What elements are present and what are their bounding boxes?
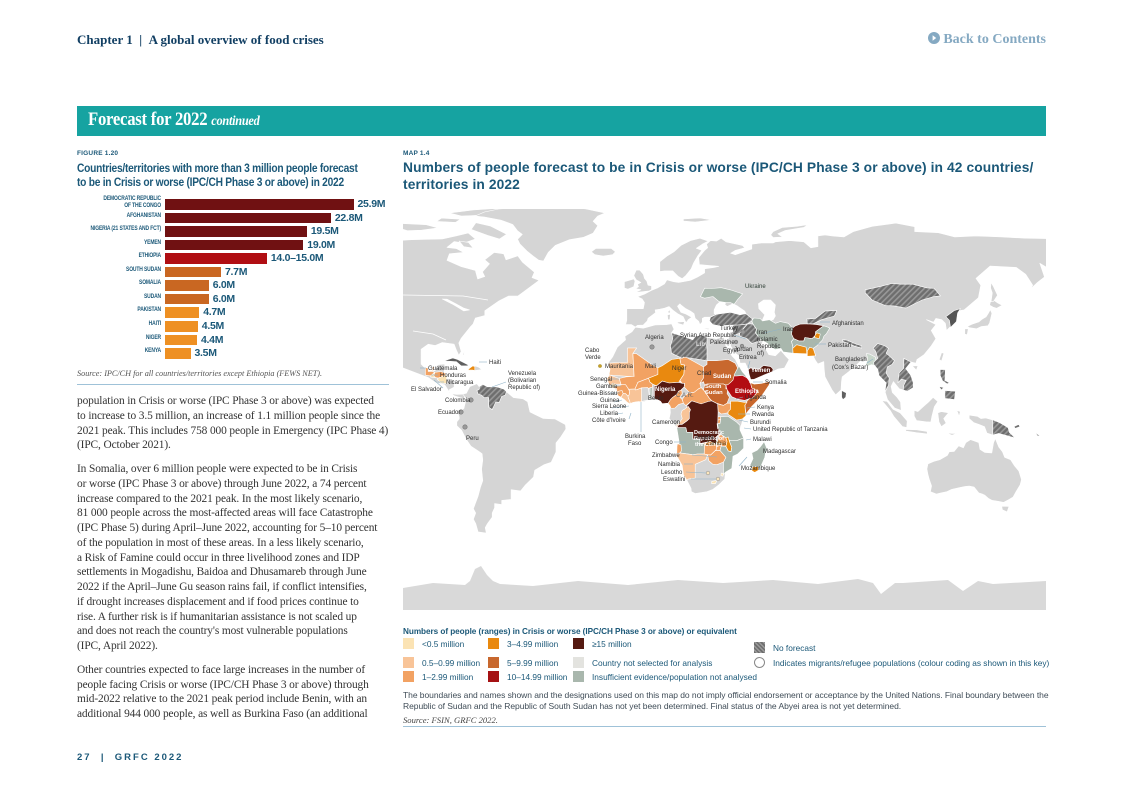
svg-text:Sierra Leone: Sierra Leone [592, 404, 627, 410]
svg-text:Benin: Benin [648, 396, 663, 402]
svg-text:Ecuador: Ecuador [438, 410, 460, 416]
svg-text:Senegal: Senegal [590, 377, 612, 383]
svg-text:El Salvador: El Salvador [411, 387, 442, 393]
svg-text:Republic: Republic [757, 344, 780, 350]
svg-text:Niger: Niger [672, 366, 686, 372]
svg-text:Haiti: Haiti [489, 360, 501, 366]
svg-text:Lesotho: Lesotho [661, 470, 683, 476]
svg-text:Liberia: Liberia [600, 411, 619, 417]
svg-text:Pakistan: Pakistan [828, 343, 851, 349]
svg-text:Kenya: Kenya [757, 405, 775, 411]
svg-text:Guatemala: Guatemala [428, 366, 458, 372]
svg-text:Verde: Verde [585, 355, 601, 361]
svg-text:South: South [705, 384, 722, 390]
svg-text:Republic of: Republic of [694, 436, 724, 442]
svg-text:Mozambique: Mozambique [741, 466, 776, 472]
svg-text:Eritrea: Eritrea [739, 355, 757, 361]
svg-text:Iraq: Iraq [783, 327, 793, 333]
svg-text:Zimbabwe: Zimbabwe [652, 453, 680, 459]
svg-text:Namibia: Namibia [658, 462, 681, 468]
svg-text:(Bolivarian: (Bolivarian [508, 378, 536, 384]
svg-text:Libya: Libya [696, 342, 712, 348]
svg-text:(Cox’s Bazar): (Cox’s Bazar) [832, 365, 868, 371]
svg-text:Uganda: Uganda [745, 395, 767, 401]
svg-text:Burkina: Burkina [625, 434, 646, 440]
svg-text:(Islamic: (Islamic [757, 337, 778, 343]
svg-text:Turkey: Turkey [720, 326, 738, 332]
svg-text:Congo: Congo [655, 440, 673, 446]
svg-text:Algeria: Algeria [645, 335, 664, 341]
svg-text:Cameroon: Cameroon [652, 420, 680, 426]
svg-text:Sudan: Sudan [705, 390, 723, 396]
svg-text:Somalia: Somalia [765, 380, 787, 386]
svg-text:Mali: Mali [645, 364, 656, 370]
svg-text:Rwanda: Rwanda [752, 412, 775, 418]
svg-text:Burundi: Burundi [750, 420, 771, 426]
svg-text:C.A.R.: C.A.R. [676, 393, 694, 399]
svg-text:Angola: Angola [695, 435, 714, 441]
svg-text:the Congo: the Congo [695, 442, 723, 448]
svg-text:Guinea-Bissau: Guinea-Bissau [578, 391, 617, 397]
svg-text:Egypt: Egypt [723, 348, 739, 354]
svg-text:Madagascar: Madagascar [763, 449, 796, 455]
svg-text:Syrian Arab Republic: Syrian Arab Republic [680, 333, 736, 339]
svg-text:Nicaragua: Nicaragua [446, 380, 474, 386]
svg-text:Chad: Chad [697, 371, 711, 377]
svg-text:Guinea: Guinea [600, 398, 620, 404]
svg-text:Peru: Peru [466, 436, 479, 442]
svg-text:Ukraine: Ukraine [745, 284, 766, 290]
svg-text:Yemen: Yemen [751, 368, 771, 374]
svg-text:Democratic: Democratic [694, 430, 724, 436]
svg-text:Cabo: Cabo [585, 348, 600, 354]
svg-text:Iran: Iran [757, 330, 767, 336]
svg-text:Ethiopia: Ethiopia [735, 389, 759, 395]
svg-text:Honduras: Honduras [440, 373, 466, 379]
svg-text:Sudan: Sudan [713, 374, 732, 380]
svg-text:Gambia: Gambia [596, 384, 618, 390]
svg-text:Nigeria: Nigeria [655, 387, 676, 393]
svg-text:Palestine: Palestine [710, 340, 735, 346]
svg-text:Eswatini: Eswatini [663, 477, 685, 483]
svg-text:Colombia: Colombia [445, 398, 471, 404]
svg-text:Malawi: Malawi [753, 437, 772, 443]
svg-text:Faso: Faso [628, 441, 642, 447]
svg-text:Zambia: Zambia [706, 441, 727, 447]
svg-text:Venezuela: Venezuela [508, 371, 537, 377]
svg-text:Republic of): Republic of) [508, 385, 540, 391]
svg-text:Afghanistan: Afghanistan [832, 321, 864, 327]
svg-text:of): of) [757, 351, 764, 357]
svg-text:Mauritania: Mauritania [605, 364, 634, 370]
svg-text:Côte d’Ivoire: Côte d’Ivoire [592, 418, 626, 424]
svg-text:United Republic of Tanzania: United Republic of Tanzania [753, 427, 828, 433]
svg-text:Jordan: Jordan [734, 347, 752, 353]
svg-text:Bangladesh: Bangladesh [835, 357, 867, 363]
